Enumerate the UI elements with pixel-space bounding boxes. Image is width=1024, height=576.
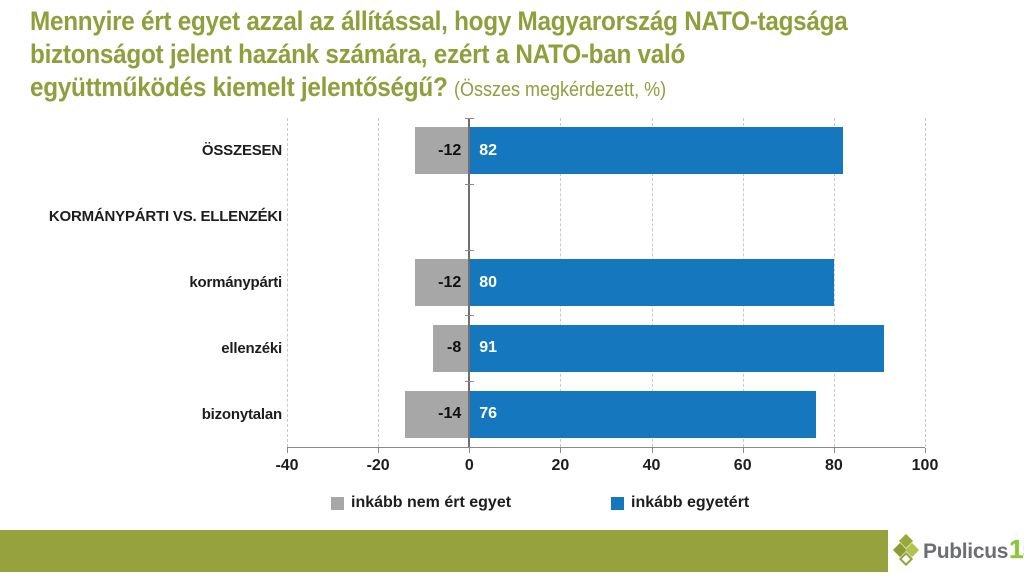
title-line-2: biztonságot jelent hazánk számára, ezért…	[30, 39, 686, 69]
x-axis: -40 -20 0 20 40 60 80 100	[275, 447, 938, 479]
x-axis-tick	[742, 448, 744, 453]
x-axis-tick-label: 80	[824, 457, 843, 474]
category-axis-tick	[465, 315, 475, 317]
legend-label-disagree: inkább nem ért egyet	[351, 494, 512, 511]
title-line-1: Mennyire ért egyet azzal az állítással, …	[30, 6, 848, 36]
x-axis-tick-label: -40	[275, 457, 299, 474]
gridline	[287, 118, 288, 447]
bar-disagree: -8	[432, 324, 470, 372]
zero-axis	[468, 118, 471, 447]
x-axis-tick-label: 40	[642, 457, 661, 474]
bar-agree: 76	[469, 390, 816, 438]
gridline	[925, 118, 926, 447]
category-axis-tick	[465, 381, 475, 383]
bar-agree: 91	[469, 324, 884, 372]
legend-swatch-blue	[611, 496, 624, 510]
x-axis-tick	[287, 448, 288, 453]
footer-accent-bar	[0, 530, 888, 572]
x-axis-tick-label: 100	[911, 457, 939, 474]
legend-label-agree: inkább egyetért	[631, 494, 750, 511]
title-line-3: együttműködés kiemelt jelentőségű? (Össz…	[30, 71, 912, 107]
x-axis-tick	[925, 448, 926, 453]
category-axis-tick	[465, 118, 475, 119]
plot-area: -12 82 -12 80 -8 91 -14 76	[287, 118, 926, 447]
title-subtitle: (Összes megkérdezett, %)	[454, 79, 667, 101]
category-label: kormánypárti	[189, 273, 282, 291]
category-label: ellenzéki	[221, 339, 282, 357]
bar-value-label: 82	[479, 141, 498, 159]
bar-value-label: 91	[479, 339, 498, 357]
category-axis-tick	[465, 183, 475, 185]
legend-item-disagree: inkább nem ért egyet	[331, 493, 511, 513]
gridline	[378, 118, 380, 447]
bar-value-label: 76	[479, 405, 498, 423]
category-label: KORMÁNYPÁRTI VS. ELLENZÉKI	[48, 208, 282, 226]
category-axis-tick	[465, 249, 475, 251]
x-axis-tick	[833, 448, 835, 453]
bar-value-label: -12	[438, 141, 462, 159]
logo-number-text: 15	[1009, 534, 1024, 564]
gridline	[833, 118, 835, 447]
x-axis-tick-label: 60	[733, 457, 752, 474]
bar-value-label: -14	[438, 405, 462, 423]
category-label: bizonytalan	[201, 405, 283, 423]
x-axis-tick	[469, 448, 471, 453]
category-label: ÖSSZESEN	[201, 142, 282, 160]
bar-disagree: -14	[405, 390, 470, 438]
bar-agree: 80	[469, 259, 834, 306]
x-axis-tick-label: 20	[551, 457, 570, 474]
x-axis-tick	[651, 448, 653, 453]
publicus-diamonds-icon	[892, 533, 920, 568]
bar-disagree: -12	[414, 127, 470, 175]
chart-title: Mennyire ért egyet azzal az állítással, …	[30, 5, 1010, 107]
x-axis-tick-label: -20	[366, 457, 390, 474]
legend-item-agree: inkább egyetért	[611, 493, 749, 513]
title-question: együttműködés kiemelt jelentőségű?	[30, 72, 448, 102]
bar-agree: 82	[469, 127, 843, 175]
x-axis-tick	[378, 448, 380, 453]
x-axis-tick-label: 0	[464, 457, 474, 474]
bar-value-label: 80	[479, 273, 498, 291]
legend-swatch-gray	[331, 496, 344, 510]
bar-value-label: -8	[447, 339, 462, 357]
logo-brand-text: Publicus	[923, 540, 1009, 563]
publicus-logo: Publicus 15	[892, 533, 1024, 570]
bar-disagree: -12	[414, 259, 470, 306]
x-axis-tick	[560, 448, 562, 453]
bar-value-label: -12	[438, 273, 462, 291]
category-axis-labels: ÖSSZESEN KORMÁNYPÁRTI VS. ELLENZÉKI kormán…	[0, 118, 282, 447]
